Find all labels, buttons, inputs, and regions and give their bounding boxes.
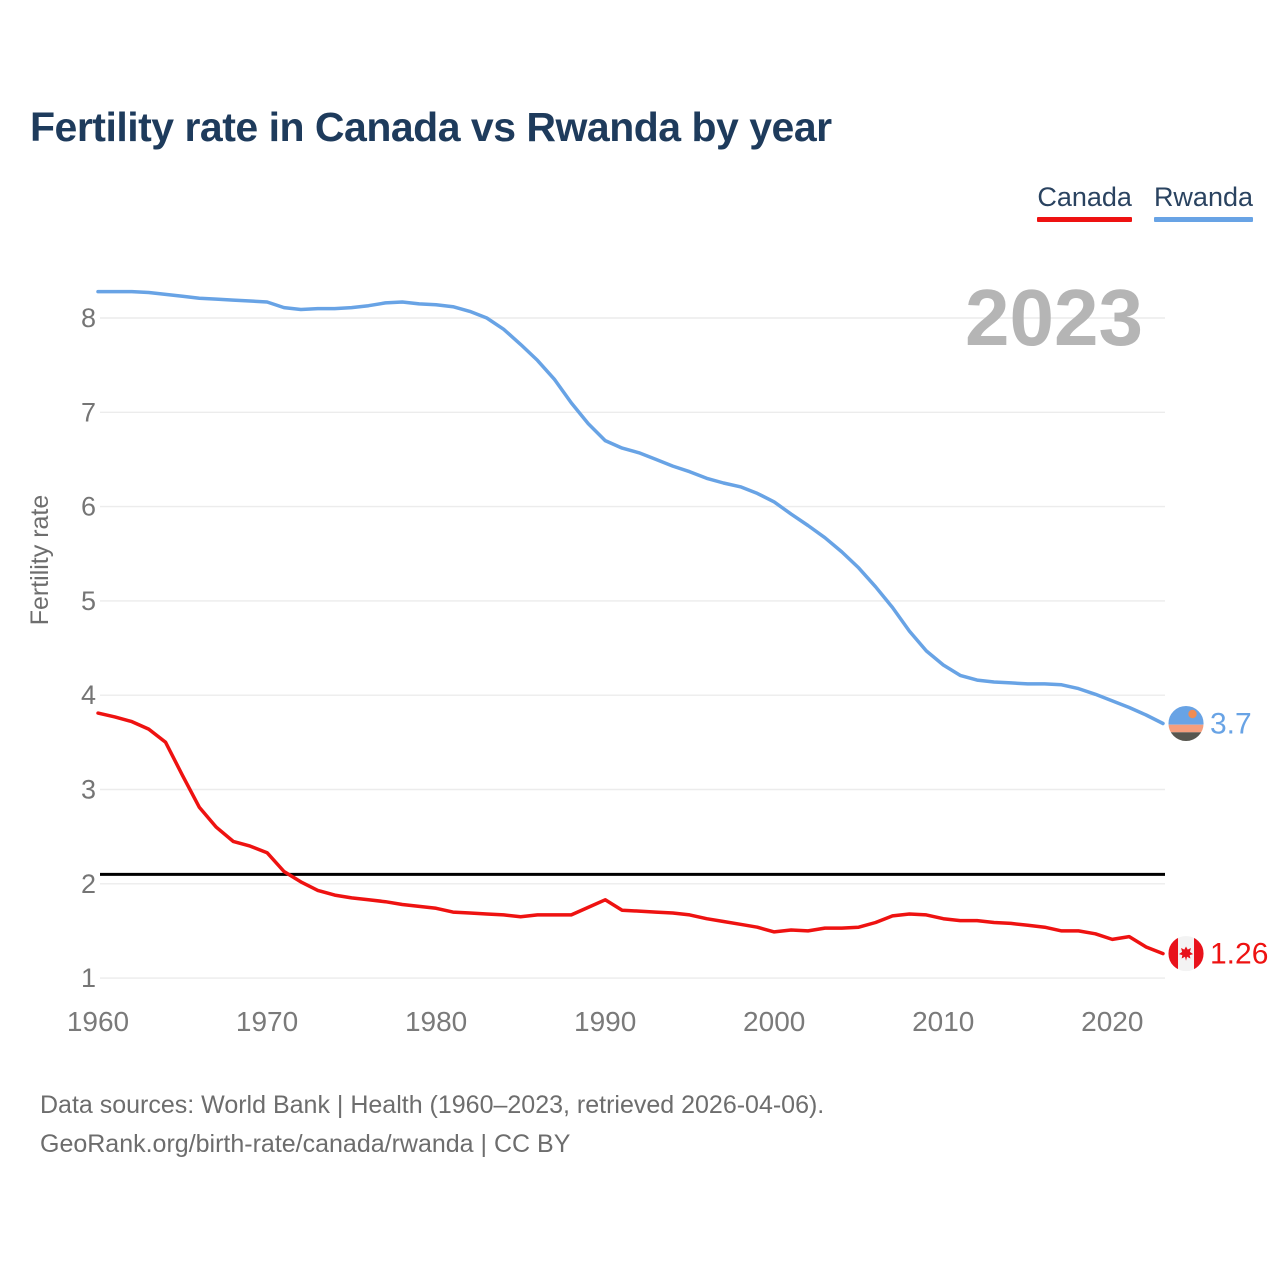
page-title: Fertility rate in Canada vs Rwanda by ye…: [30, 104, 832, 150]
x-tick-label: 2020: [1081, 1006, 1143, 1037]
chart-footer: Data sources: World Bank | Health (1960–…: [40, 1086, 824, 1164]
legend-label-rwanda: Rwanda: [1153, 182, 1253, 212]
gridlines: 1 2 3 4 5 6 7 8: [81, 303, 1165, 993]
x-tick-label: 1990: [574, 1006, 636, 1037]
y-tick-label: 5: [81, 586, 96, 616]
canada-flag-ring: [1165, 933, 1207, 974]
legend-label-canada: Canada: [1037, 182, 1132, 212]
y-tick-label: 2: [81, 869, 96, 899]
canada-flag-icon: [1168, 935, 1205, 972]
rwanda-end-value-label: 3.7: [1210, 707, 1252, 740]
legend-item-rwanda[interactable]: Rwanda: [1153, 182, 1253, 222]
x-axis-labels: 1960 1970 1980 1990 2000 2010 2020: [67, 1006, 1144, 1037]
x-tick-label: 2000: [743, 1006, 805, 1037]
footer-sources: Data sources: World Bank | Health (1960–…: [40, 1091, 825, 1119]
x-tick-label: 1960: [67, 1006, 129, 1037]
canada-end-value-label: 1.26: [1210, 938, 1268, 971]
rwanda-flag-icon: [1168, 705, 1205, 742]
legend-underline-canada: [1037, 217, 1132, 222]
y-tick-label: 4: [81, 680, 96, 710]
rwanda-line: [96, 289, 1165, 726]
chart-legend: Canada Rwanda: [1037, 182, 1253, 222]
y-axis-title: Fertility rate: [26, 495, 54, 626]
x-tick-label: 1970: [236, 1006, 298, 1037]
y-tick-label: 3: [81, 775, 96, 805]
legend-underline-rwanda: [1153, 217, 1253, 222]
y-tick-label: 1: [81, 963, 96, 993]
rwanda-flag-ring: [1165, 703, 1207, 744]
canada-line: [96, 711, 1165, 956]
legend-item-canada[interactable]: Canada: [1037, 182, 1132, 222]
y-tick-label: 8: [81, 303, 96, 333]
x-tick-label: 2010: [912, 1006, 974, 1037]
y-tick-label: 6: [81, 492, 96, 522]
x-tick-label: 1980: [405, 1006, 467, 1037]
footer-attribution: GeoRank.org/birth-rate/canada/rwanda | C…: [40, 1130, 571, 1158]
y-tick-label: 7: [81, 397, 96, 427]
watermark-year: 2023: [965, 273, 1143, 362]
